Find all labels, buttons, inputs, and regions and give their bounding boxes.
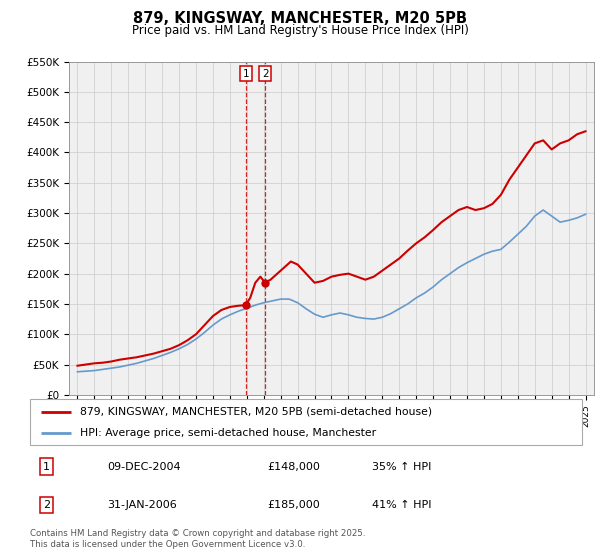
Text: £185,000: £185,000	[268, 500, 320, 510]
Text: Contains HM Land Registry data © Crown copyright and database right 2025.
This d: Contains HM Land Registry data © Crown c…	[30, 529, 365, 549]
Text: 879, KINGSWAY, MANCHESTER, M20 5PB: 879, KINGSWAY, MANCHESTER, M20 5PB	[133, 11, 467, 26]
Text: 35% ↑ HPI: 35% ↑ HPI	[372, 461, 431, 472]
Text: 2: 2	[43, 500, 50, 510]
Text: 2: 2	[262, 69, 268, 79]
Text: 41% ↑ HPI: 41% ↑ HPI	[372, 500, 432, 510]
Text: 1: 1	[43, 461, 50, 472]
Text: Price paid vs. HM Land Registry's House Price Index (HPI): Price paid vs. HM Land Registry's House …	[131, 24, 469, 36]
Text: 1: 1	[242, 69, 249, 79]
Text: 31-JAN-2006: 31-JAN-2006	[107, 500, 177, 510]
FancyBboxPatch shape	[30, 399, 582, 445]
Text: £148,000: £148,000	[268, 461, 320, 472]
Text: 09-DEC-2004: 09-DEC-2004	[107, 461, 181, 472]
Text: HPI: Average price, semi-detached house, Manchester: HPI: Average price, semi-detached house,…	[80, 428, 376, 438]
Text: 879, KINGSWAY, MANCHESTER, M20 5PB (semi-detached house): 879, KINGSWAY, MANCHESTER, M20 5PB (semi…	[80, 407, 432, 417]
